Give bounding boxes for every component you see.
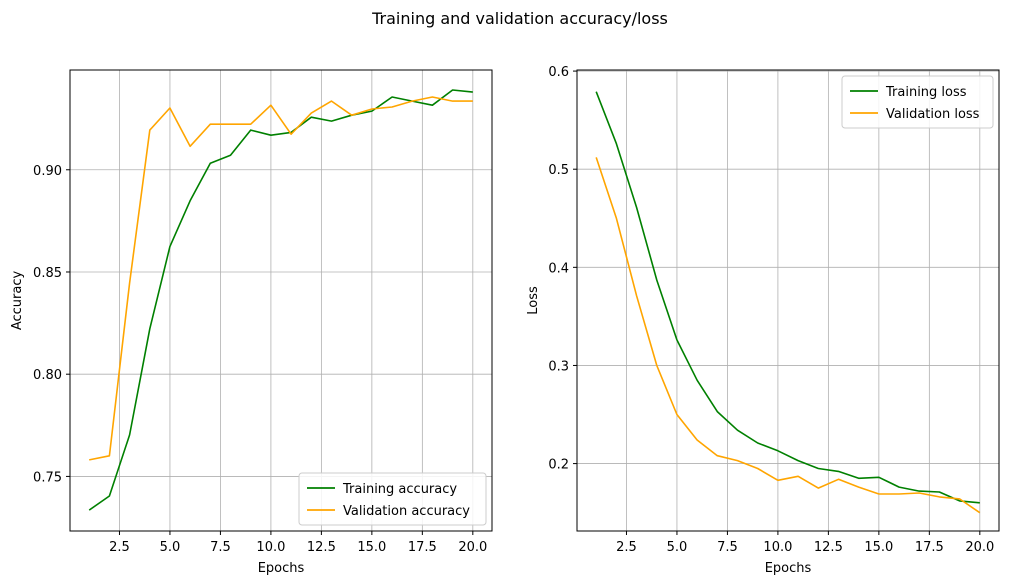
- y-tick-label: 0.5: [548, 163, 569, 178]
- x-tick-label: 10.0: [763, 540, 792, 555]
- y-tick-label: 0.6: [548, 65, 569, 80]
- legend-label: Training accuracy: [342, 482, 457, 497]
- y-axis-label: Loss: [526, 286, 541, 315]
- series-line-training-loss: [595, 91, 980, 504]
- y-tick-label: 0.85: [33, 266, 62, 281]
- series-line-validation-accuracy: [89, 96, 473, 461]
- y-tick-label: 0.90: [33, 164, 62, 179]
- x-tick-label: 7.5: [717, 540, 738, 555]
- legend-label: Validation accuracy: [343, 504, 470, 519]
- x-tick-label: 15.0: [864, 540, 893, 555]
- x-tick-label: 15.0: [357, 540, 386, 555]
- legend: Training loss Validation loss: [841, 75, 994, 129]
- legend-box: [298, 472, 487, 526]
- x-axis-label: Epochs: [258, 561, 305, 576]
- x-tick-label: 20.0: [458, 540, 487, 555]
- x-tick-label: 2.5: [109, 540, 130, 555]
- y-tick-label: 0.80: [33, 368, 62, 383]
- x-tick-label: 17.5: [408, 540, 437, 555]
- series-line-validation-loss: [595, 157, 981, 514]
- figure-title: Training and validation accuracy/loss: [371, 9, 668, 28]
- y-tick-label: 0.3: [548, 359, 569, 374]
- y-tick-label: 0.75: [33, 470, 62, 485]
- y-axis-label: Accuracy: [10, 271, 25, 331]
- axes-frame: [69, 69, 493, 532]
- x-tick-label: 20.0: [965, 540, 994, 555]
- legend: Training accuracy Validation accuracy: [298, 472, 487, 526]
- x-tick-label: 12.5: [307, 540, 336, 555]
- y-tick-label: 0.2: [548, 458, 569, 473]
- x-axis-label: Epochs: [765, 561, 812, 576]
- x-tick-label: 10.0: [256, 540, 285, 555]
- legend-label: Training loss: [885, 85, 967, 100]
- x-tick-label: 5.0: [667, 540, 688, 555]
- x-tick-label: 12.5: [814, 540, 843, 555]
- x-tick-label: 2.5: [616, 540, 637, 555]
- legend-box: [841, 75, 994, 129]
- x-tick-label: 17.5: [915, 540, 944, 555]
- y-tick-label: 0.4: [548, 261, 569, 276]
- accuracy-chart: 2.5 5.0 7.5 10.0 12.5 15.0 17.5 20.0 0.75 0.80 0.8…: [10, 69, 493, 576]
- legend-label: Validation loss: [886, 107, 980, 122]
- x-tick-label: 7.5: [210, 540, 231, 555]
- series-line-training-accuracy: [88, 89, 473, 511]
- loss-chart: 2.5 5.0 7.5 10.0 12.5 15.0 17.5 20.0 0.2 0.3 0.4 0.…: [526, 65, 1000, 576]
- axes-frame: [576, 69, 1000, 532]
- x-tick-label: 5.0: [160, 540, 181, 555]
